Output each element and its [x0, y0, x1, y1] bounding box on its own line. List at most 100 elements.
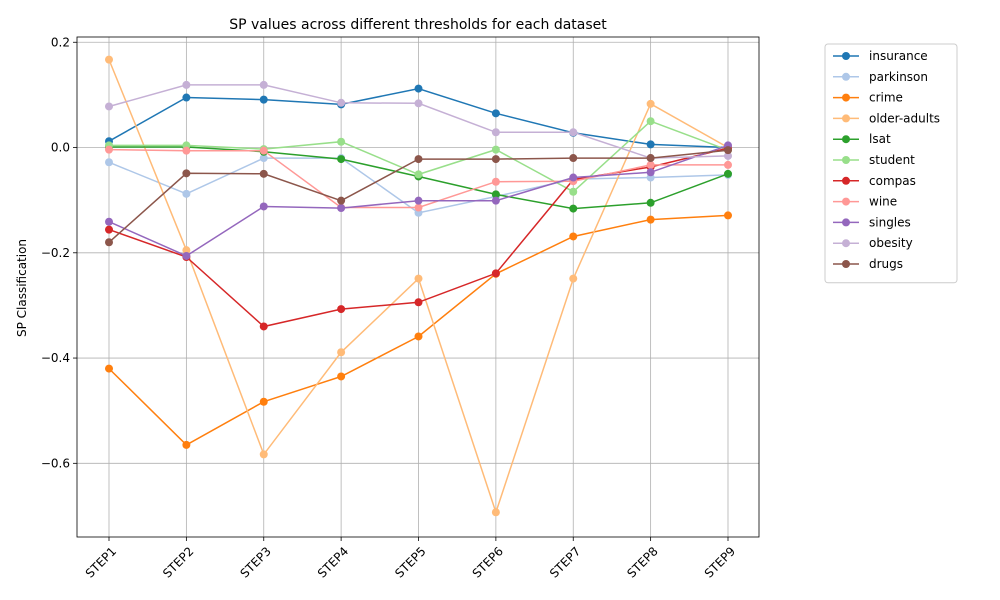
legend-item: older-adults	[833, 111, 940, 125]
y-tick-label: −0.6	[41, 456, 70, 470]
data-point	[569, 232, 578, 241]
data-point	[259, 322, 268, 331]
legend-item: lsat	[833, 132, 891, 146]
data-point	[182, 146, 191, 155]
data-point	[414, 332, 423, 341]
legend-label: compas	[869, 174, 916, 188]
plot-frame	[76, 36, 760, 538]
data-point	[259, 80, 268, 89]
data-point	[105, 102, 113, 111]
legend-label: older-adults	[869, 111, 940, 125]
legend-item: student	[833, 153, 915, 167]
data-point	[105, 145, 113, 154]
data-point	[414, 170, 423, 179]
data-point	[491, 508, 500, 517]
legend-item: wine	[833, 195, 897, 209]
legend-marker	[842, 197, 850, 206]
data-point	[337, 372, 346, 381]
data-point	[646, 117, 655, 126]
legend-item: obesity	[833, 236, 913, 250]
legend-item: drugs	[833, 257, 903, 271]
data-point	[491, 190, 500, 199]
series-singles	[105, 141, 732, 260]
data-point	[569, 128, 578, 137]
data-point	[182, 251, 191, 260]
data-point	[182, 189, 191, 198]
legend-label: crime	[869, 91, 903, 105]
legend-label: obesity	[869, 236, 913, 250]
y-tick-label: −0.4	[41, 351, 70, 365]
data-point	[259, 202, 268, 211]
data-point	[259, 154, 268, 163]
data-point	[182, 440, 191, 449]
data-point	[724, 151, 732, 160]
data-point	[259, 450, 268, 459]
data-point	[105, 217, 113, 226]
data-point	[414, 155, 423, 164]
data-point	[337, 305, 346, 314]
data-point	[646, 215, 655, 224]
legend-marker	[842, 239, 850, 248]
ticks-layer: STEP1 STEP2 STEP3 STEP4 STEP5 STEP6 STEP7 STEP8…	[41, 35, 738, 580]
legend-label: drugs	[869, 257, 903, 271]
legend-marker	[842, 176, 850, 185]
data-point	[491, 196, 500, 205]
data-point	[724, 146, 732, 155]
data-point	[105, 55, 113, 64]
legend-marker	[842, 93, 850, 102]
data-point	[491, 109, 500, 118]
x-tick-label: STEP2	[160, 544, 196, 580]
data-point	[337, 196, 346, 205]
data-point	[259, 169, 268, 178]
data-point	[724, 211, 732, 220]
x-tick-label: STEP1	[83, 544, 119, 580]
legend-item: singles	[833, 215, 911, 229]
data-point	[491, 145, 500, 154]
data-point	[646, 160, 655, 169]
data-point	[105, 225, 113, 234]
data-point	[569, 173, 578, 182]
legend-marker	[842, 156, 850, 164]
data-point	[724, 169, 732, 178]
data-point	[491, 269, 500, 278]
data-point	[105, 158, 113, 167]
legend-marker	[842, 52, 850, 60]
data-point	[491, 155, 500, 164]
y-axis-label: SP Classification	[15, 239, 29, 337]
data-point	[259, 146, 268, 155]
data-point	[414, 84, 423, 93]
x-tick-label: STEP7	[547, 544, 583, 580]
legend: insurance parkinson crime older-adults lsat s…	[824, 43, 958, 284]
chart-title: SP values across different thresholds fo…	[229, 17, 607, 33]
x-tick-label: STEP5	[392, 544, 428, 580]
data-point	[337, 137, 346, 146]
data-point	[646, 140, 655, 149]
y-tick-label: 0.0	[51, 141, 70, 155]
data-point	[491, 128, 500, 137]
data-point	[105, 364, 113, 373]
data-point	[259, 95, 268, 104]
data-point	[646, 154, 655, 163]
data-point	[491, 177, 500, 186]
data-point	[182, 246, 191, 255]
data-point	[337, 155, 346, 164]
data-point	[414, 196, 423, 205]
x-tick-label: STEP6	[470, 544, 506, 580]
legend-item: compas	[833, 174, 916, 188]
x-tick-label: STEP4	[315, 544, 351, 580]
legend-item: parkinson	[833, 70, 928, 84]
data-point	[414, 99, 423, 108]
legend-marker	[842, 72, 850, 81]
data-point	[646, 168, 655, 177]
data-point	[414, 298, 423, 307]
data-point	[646, 198, 655, 207]
data-point	[182, 80, 191, 89]
legend-label: singles	[869, 215, 911, 229]
data-point	[182, 169, 191, 178]
data-point	[569, 187, 578, 196]
x-tick-label: STEP3	[238, 544, 274, 580]
x-tick-label: STEP8	[624, 544, 660, 580]
data-point	[259, 397, 268, 406]
data-point	[182, 93, 191, 102]
